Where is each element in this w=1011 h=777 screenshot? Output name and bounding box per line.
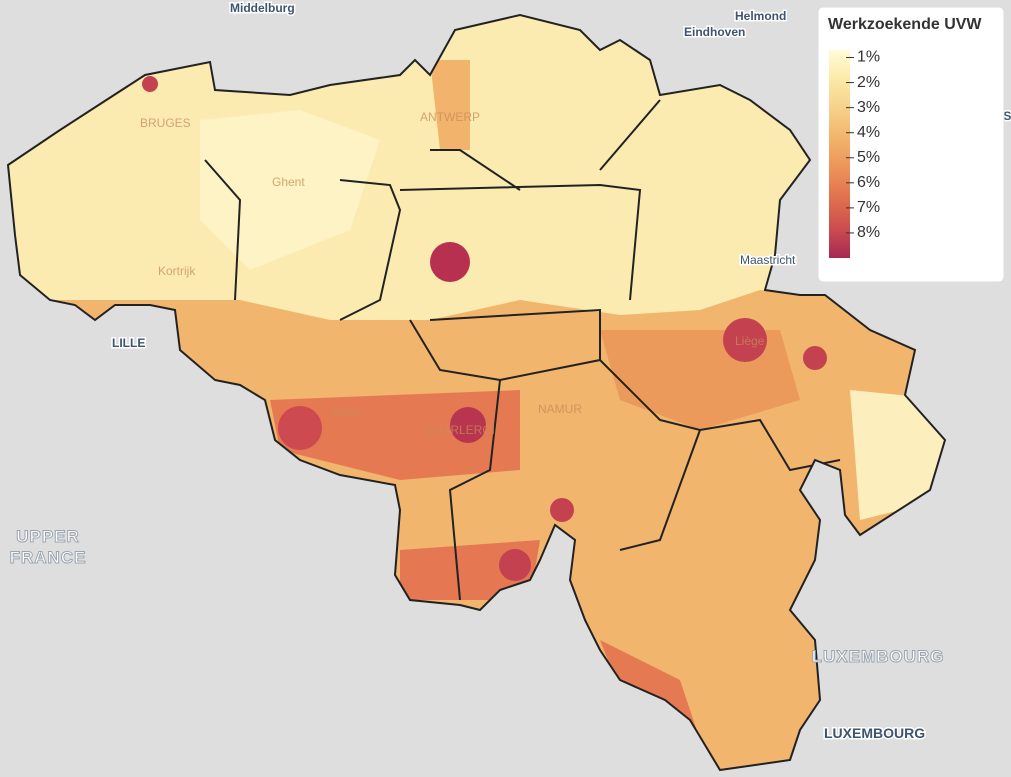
place-label: UPPER	[16, 527, 80, 546]
hotspot	[550, 498, 574, 522]
hotspot	[499, 549, 531, 581]
place-label: Helmond	[735, 9, 786, 23]
place-label: LILLE	[112, 336, 145, 350]
hotspot	[278, 406, 322, 450]
legend-box	[817, 6, 1005, 283]
place-label: LUXEMBOURG	[824, 725, 925, 741]
legend-label: 3%	[857, 99, 880, 116]
region-fill	[200, 110, 380, 270]
province-border	[204, 99, 841, 601]
colorbar	[829, 50, 850, 258]
legend-title: Werkzoekende UVW	[828, 16, 982, 33]
place-label: CHARLEROI	[425, 423, 495, 437]
place-label: Ghent	[272, 175, 305, 189]
place-label: Middelburg	[230, 1, 295, 15]
place-label: NAMUR	[538, 402, 582, 416]
legend-label: 7%	[857, 199, 880, 216]
legend-label: 6%	[857, 174, 880, 191]
hotspot	[142, 76, 158, 92]
legend-label: 2%	[857, 74, 880, 91]
hotspot	[450, 407, 486, 443]
place-label: Kortrijk	[158, 264, 196, 278]
hotspot	[803, 346, 827, 370]
place-label: Liège	[735, 334, 765, 348]
legend-label: 8%	[857, 224, 880, 241]
place-label: LUXEMBOURG	[812, 647, 945, 666]
place-label: FRANCE	[10, 548, 87, 567]
place-label: Maastricht	[740, 253, 796, 267]
legend-label: 5%	[857, 149, 880, 166]
place-label: Eindhoven	[684, 25, 745, 39]
place-label: Mons	[332, 405, 361, 419]
hotspot	[723, 318, 767, 362]
region-fill	[850, 390, 945, 520]
legend-label: 4%	[857, 124, 880, 141]
place-label: BRUGES	[140, 116, 191, 130]
hotspot	[430, 242, 470, 282]
legend: Werkzoekende UVW 1% 2% 3% 4% 5% 6% 7% 8%	[817, 6, 1005, 283]
legend-label: 1%	[857, 49, 880, 66]
place-label: ANTWERP	[420, 110, 480, 124]
region-fill	[430, 60, 470, 150]
